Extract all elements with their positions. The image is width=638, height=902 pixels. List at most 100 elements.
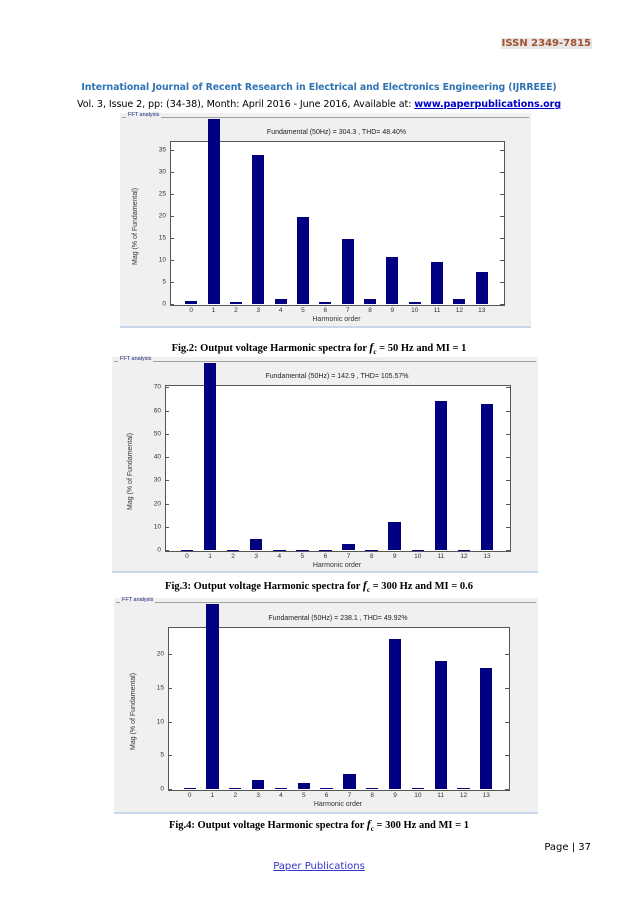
x-tick-label: 6 <box>323 553 328 560</box>
x-tick-label: 7 <box>346 553 351 560</box>
plot-area <box>165 385 511 552</box>
page-number: Page | 37 <box>544 842 591 853</box>
x-tick-label: 0 <box>185 553 189 560</box>
journal-url-link[interactable]: www.paperpublications.org <box>414 99 562 110</box>
bar-harmonic-1 <box>203 363 217 550</box>
x-tick-label: 6 <box>324 792 329 799</box>
y-tick-label: 15 <box>156 684 164 692</box>
x-axis-label: Harmonic order <box>312 316 361 323</box>
bar-harmonic-10 <box>411 788 425 790</box>
bar-harmonic-11 <box>431 262 444 304</box>
bar-harmonic-11 <box>434 660 447 789</box>
y-tick-label: 20 <box>153 500 161 508</box>
x-tick-label: 5 <box>301 792 306 799</box>
x-tick-label: 0 <box>187 792 192 799</box>
y-tick-mark <box>500 171 504 173</box>
y-tick-mark <box>506 433 510 435</box>
bar-harmonic-12 <box>453 298 466 304</box>
bar-harmonic-9 <box>388 522 401 550</box>
figure-4-fft-panel: FFT analysis Fundamental (50Hz) = 238.1 ,… <box>114 597 538 814</box>
x-tick-label: 3 <box>254 553 258 560</box>
y-tick-label: 25 <box>158 190 166 198</box>
x-tick-label: 6 <box>323 307 328 314</box>
y-axis-label: Mag (% of Fundamental) <box>132 187 139 265</box>
bar-harmonic-10 <box>408 301 421 304</box>
y-tick-mark <box>165 410 169 412</box>
x-tick-label: 10 <box>414 553 422 560</box>
x-tick-label: 13 <box>482 792 490 799</box>
y-tick-mark <box>506 410 510 412</box>
x-tick-label: 11 <box>433 307 441 314</box>
bar-harmonic-13 <box>475 272 488 304</box>
bar-harmonic-3 <box>249 538 263 550</box>
x-tick-label: 11 <box>437 553 445 560</box>
panel-legend-label: FFT analysis <box>126 112 162 118</box>
y-tick-label: 30 <box>158 168 166 176</box>
bar-harmonic-0 <box>185 301 198 304</box>
y-tick-label: 70 <box>153 383 161 391</box>
bar-harmonic-11 <box>434 400 448 550</box>
x-tick-label: 12 <box>460 553 468 560</box>
x-tick-label: 12 <box>459 792 468 799</box>
bar-harmonic-1 <box>206 604 219 789</box>
x-tick-label: 0 <box>189 307 194 314</box>
x-tick-label: 4 <box>279 792 283 799</box>
bar-harmonic-8 <box>363 298 377 304</box>
figure-3-fft-panel: FFT analysis Fundamental (50Hz) = 142.9 ,… <box>112 356 538 573</box>
bar-harmonic-7 <box>343 774 356 789</box>
x-tick-label: 9 <box>390 307 395 314</box>
x-tick-label: 2 <box>234 307 238 314</box>
y-tick-mark <box>170 281 174 283</box>
bar-harmonic-1 <box>207 119 220 304</box>
plot-area <box>170 141 505 306</box>
bar-harmonic-3 <box>252 155 265 304</box>
x-tick-label: 1 <box>211 307 216 314</box>
x-tick-label: 1 <box>208 553 212 560</box>
y-tick-mark <box>505 687 509 689</box>
bar-harmonic-6 <box>319 301 332 304</box>
y-tick-mark <box>168 721 172 723</box>
x-tick-label: 5 <box>300 553 305 560</box>
figure-2-caption: Fig.2: Output voltage Harmonic spectra f… <box>171 340 467 357</box>
panel-legend: FFT analysis <box>114 597 538 606</box>
y-tick-label: 10 <box>158 256 166 264</box>
plot-area <box>168 627 510 791</box>
x-tick-label: 2 <box>231 553 235 560</box>
bar-harmonic-12 <box>457 788 470 790</box>
y-tick-mark <box>500 237 504 239</box>
figure-3-caption: Fig.3: Output voltage Harmonic spectra f… <box>165 578 473 595</box>
chart-title: Fundamental (50Hz) = 238.1 , THD= 49.92% <box>268 615 408 622</box>
x-tick-label: 13 <box>483 553 491 560</box>
bar-harmonic-9 <box>386 257 399 304</box>
y-tick-mark <box>168 687 172 689</box>
x-tick-label: 9 <box>392 553 397 560</box>
x-tick-label: 7 <box>345 307 350 314</box>
figure-2-fft-panel: FFT analysis Fundamental (50Hz) = 304.3 ,… <box>120 112 531 328</box>
x-tick-label: 8 <box>368 307 372 314</box>
y-tick-label: 0 <box>162 300 166 308</box>
y-tick-label: 10 <box>156 718 164 725</box>
y-tick-mark <box>168 755 172 757</box>
publisher-link[interactable]: Paper Publications <box>273 861 365 872</box>
bar-harmonic-12 <box>457 549 471 551</box>
panel-legend-line <box>122 117 529 118</box>
bar-harmonic-4 <box>274 788 288 790</box>
y-tick-mark <box>165 457 169 459</box>
x-tick-label: 8 <box>369 553 374 560</box>
y-tick-label: 30 <box>153 476 161 484</box>
x-axis-label: Harmonic order <box>312 562 362 569</box>
y-tick-mark <box>165 387 169 389</box>
x-tick-label: 3 <box>256 307 261 314</box>
x-tick-label: 10 <box>411 307 419 314</box>
panel-legend-label: FFT analysis <box>118 356 154 362</box>
issn-label: ISSN 2349-7815 <box>500 38 592 49</box>
x-tick-label: 10 <box>414 792 422 799</box>
y-tick-label: 40 <box>153 453 161 461</box>
bar-harmonic-2 <box>226 549 240 551</box>
chart-title: Fundamental (50Hz) = 304.3 , THD= 48.40% <box>266 129 407 136</box>
y-tick-mark <box>168 654 172 655</box>
y-tick-mark <box>505 789 509 790</box>
y-tick-mark <box>170 193 174 195</box>
y-tick-mark <box>500 215 504 217</box>
panel-legend-line <box>114 361 536 362</box>
